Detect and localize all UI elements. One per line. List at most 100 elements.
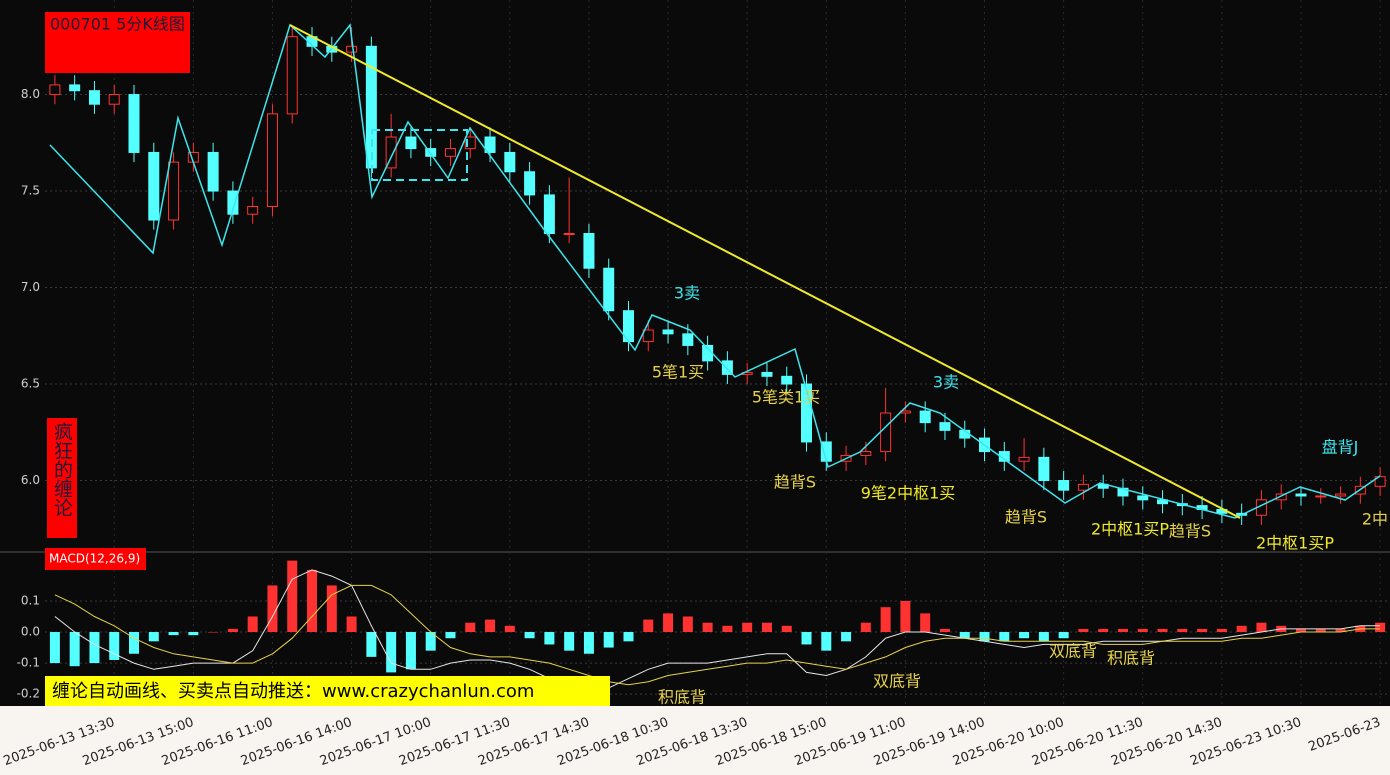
macd-bar bbox=[1078, 628, 1089, 633]
macd-bar bbox=[504, 625, 515, 633]
candle-body bbox=[88, 90, 100, 105]
macd-bar bbox=[445, 632, 456, 639]
candle-body bbox=[524, 171, 536, 196]
macd-bar bbox=[900, 600, 911, 633]
macd-bar bbox=[247, 616, 258, 633]
annotation: 盘背J bbox=[1322, 438, 1359, 457]
macd-bar bbox=[603, 632, 614, 648]
macd-title: MACD(12,26,9) bbox=[49, 552, 140, 566]
candle-body bbox=[603, 267, 615, 312]
candle-body bbox=[662, 329, 674, 335]
macd-bar bbox=[959, 632, 970, 639]
candle-body bbox=[108, 94, 120, 105]
macd-bar bbox=[109, 632, 120, 660]
annotation: 3卖 bbox=[674, 284, 700, 303]
candle-body bbox=[1137, 495, 1149, 501]
candle-body bbox=[444, 148, 456, 157]
candle-body bbox=[385, 136, 397, 169]
macd-bar bbox=[880, 607, 891, 633]
candle-body bbox=[860, 451, 872, 456]
candle-body bbox=[425, 148, 437, 157]
macd-bar bbox=[821, 632, 832, 651]
macd-bar bbox=[1098, 628, 1109, 633]
macd-annotation: 双底背 bbox=[1049, 642, 1097, 661]
macd-bar bbox=[1315, 628, 1326, 633]
macd-bar bbox=[1117, 628, 1128, 633]
macd-bar bbox=[1197, 628, 1208, 633]
macd-bar bbox=[682, 616, 693, 633]
candle-body bbox=[484, 136, 496, 153]
candle-body bbox=[464, 136, 476, 150]
macd-bar bbox=[188, 632, 199, 636]
candle-body bbox=[721, 360, 733, 375]
macd-annotation: 积底背 bbox=[658, 688, 706, 707]
main-layer bbox=[49, 23, 1386, 525]
candle-body bbox=[49, 84, 61, 96]
candle-body bbox=[168, 161, 180, 221]
macd-bar bbox=[939, 628, 950, 633]
annotation: 5笔类1买 bbox=[752, 388, 820, 407]
candle-body bbox=[1077, 483, 1089, 491]
candle-body bbox=[1038, 456, 1050, 482]
y-tick-label: 6.0 bbox=[21, 473, 40, 487]
candle-body bbox=[583, 233, 595, 269]
macd-bar bbox=[307, 569, 318, 633]
macd-bar bbox=[168, 632, 179, 636]
macd-bar bbox=[227, 628, 238, 633]
candle-body bbox=[939, 422, 951, 431]
macd-bar bbox=[386, 632, 397, 673]
macd-bar bbox=[208, 632, 219, 633]
x-tick-label: 2025-06-23 bbox=[1307, 715, 1383, 755]
annotation: 2中 bbox=[1362, 510, 1388, 529]
candle-body bbox=[266, 113, 278, 207]
macd-bar bbox=[69, 632, 80, 667]
y-tick-label: 7.0 bbox=[21, 280, 40, 294]
candle-body bbox=[563, 233, 575, 236]
dea-line bbox=[54, 584, 1381, 686]
macd-bar bbox=[1216, 628, 1227, 633]
macd-bar bbox=[129, 632, 140, 654]
candle-body bbox=[761, 371, 773, 377]
macd-bar bbox=[1137, 628, 1148, 633]
y-tick-label: -0.1 bbox=[17, 656, 40, 670]
macd-bar bbox=[465, 622, 476, 633]
candle-body bbox=[346, 45, 358, 53]
candle-body bbox=[1058, 480, 1070, 491]
y-tick-label: 6.5 bbox=[21, 377, 40, 391]
candle-body bbox=[207, 151, 219, 192]
candle-body bbox=[286, 36, 298, 115]
y-tick-label: 8.0 bbox=[21, 87, 40, 101]
macd-bar bbox=[1256, 622, 1267, 633]
side-label: 疯狂的缠论 bbox=[51, 422, 73, 517]
candle-body bbox=[405, 136, 417, 150]
macd-bar bbox=[742, 622, 753, 633]
macd-bar bbox=[583, 632, 594, 654]
macd-bar bbox=[485, 619, 496, 633]
candle-body bbox=[148, 151, 160, 221]
annotation: 趋背S bbox=[1169, 522, 1211, 541]
dif-line bbox=[54, 569, 1381, 692]
pivot-box bbox=[371, 129, 468, 181]
candle-body bbox=[69, 84, 81, 92]
banner-box bbox=[45, 676, 610, 706]
candle-body bbox=[128, 94, 140, 153]
macd-bar bbox=[346, 616, 357, 633]
candle-body bbox=[1275, 493, 1287, 501]
macd-annotation: 积底背 bbox=[1107, 649, 1155, 668]
macd-bar bbox=[524, 632, 535, 639]
annotation: 2中枢1买P bbox=[1256, 534, 1334, 553]
candle-body bbox=[682, 333, 694, 346]
candle-body bbox=[801, 383, 813, 443]
candle-body bbox=[504, 151, 516, 173]
macd-bar bbox=[1038, 632, 1049, 642]
macd-bar bbox=[623, 632, 634, 642]
macd-bar bbox=[1157, 628, 1168, 633]
y-tick-label: 0.0 bbox=[21, 625, 40, 639]
candle-body bbox=[919, 410, 931, 424]
macd-layer bbox=[49, 560, 1386, 692]
candle-body bbox=[1295, 493, 1307, 497]
annotation: 趋背S bbox=[774, 473, 816, 492]
macd-bar bbox=[148, 632, 159, 642]
side-label-box bbox=[47, 418, 77, 538]
macd-bar bbox=[702, 622, 713, 633]
